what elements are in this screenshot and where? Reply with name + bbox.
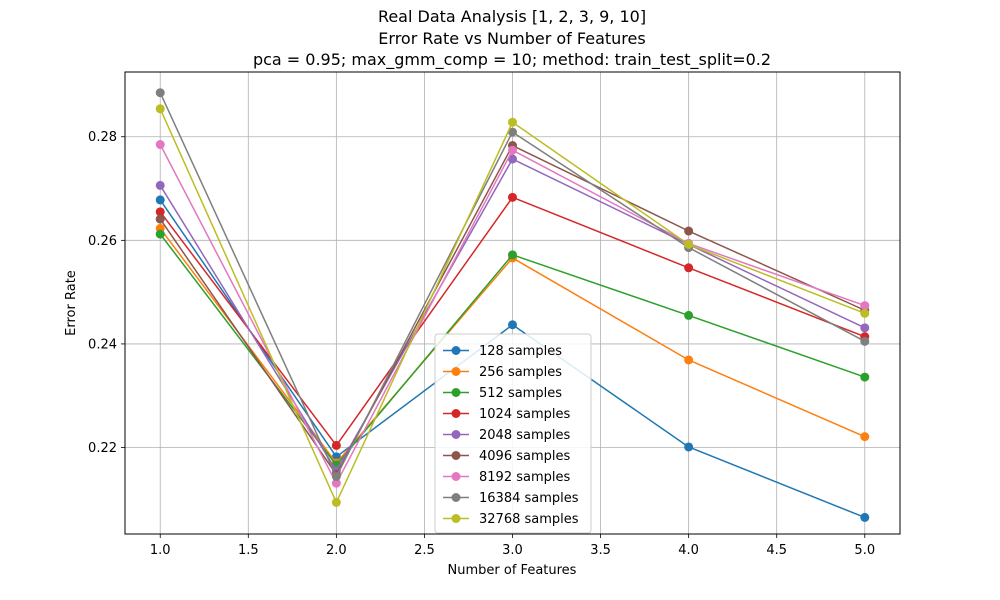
x-tick-label: 1.0 xyxy=(150,543,171,558)
data-point xyxy=(860,323,870,333)
legend-marker xyxy=(451,514,461,523)
legend-item: 512 samples xyxy=(443,386,562,401)
legend-item: 32768 samples xyxy=(443,512,579,527)
y-axis-label: Error Rate xyxy=(64,270,79,336)
series-9 xyxy=(155,104,870,507)
legend-item: 256 samples xyxy=(443,365,562,380)
legend: 128 samples 256 samples 512 samples 1024 sa… xyxy=(434,333,592,534)
data-point xyxy=(860,301,870,311)
data-point xyxy=(331,440,341,450)
legend-marker xyxy=(451,472,461,481)
legend-label: 128 samples xyxy=(479,344,562,359)
legend-marker xyxy=(451,346,461,355)
legend-marker xyxy=(451,451,461,460)
data-point xyxy=(508,250,517,260)
x-tick-label: 5.0 xyxy=(854,543,875,558)
tick-marks: 1.0 1.5 2.0 2.5 3.0 3.5 4.0 4.5 5.0 0.22 0.24 0.26 0… xyxy=(88,130,875,558)
x-tick-label: 3.5 xyxy=(590,543,611,558)
chart-title-line-1: Real Data Analysis [1, 2, 3, 9, 10] xyxy=(378,7,646,26)
legend-marker xyxy=(451,493,461,502)
legend-marker xyxy=(451,388,461,397)
legend-label: 32768 samples xyxy=(479,512,579,527)
legend-label: 1024 samples xyxy=(479,407,570,422)
legend-label: 512 samples xyxy=(479,386,562,401)
data-point xyxy=(860,432,870,442)
data-point xyxy=(508,117,517,127)
legend-label: 8192 samples xyxy=(479,470,570,485)
chart-title-line-2: Error Rate vs Number of Features xyxy=(378,29,645,48)
data-point xyxy=(508,127,517,137)
legend-label: 256 samples xyxy=(479,365,562,380)
legend-item: 8192 samples xyxy=(443,470,570,485)
data-point xyxy=(508,145,517,155)
legend-item: 4096 samples xyxy=(443,449,570,464)
legend-item: 128 samples xyxy=(443,344,562,359)
data-point xyxy=(155,214,165,224)
data-point xyxy=(860,372,870,382)
data-point xyxy=(155,180,165,190)
x-tick-label: 4.5 xyxy=(766,543,787,558)
data-point xyxy=(684,442,694,452)
y-tick-label: 0.28 xyxy=(88,130,117,145)
series-lines xyxy=(155,88,870,522)
data-point xyxy=(684,355,694,365)
x-tick-label: 2.5 xyxy=(414,543,435,558)
legend-label: 16384 samples xyxy=(479,491,579,506)
data-point xyxy=(684,263,694,273)
data-point xyxy=(155,229,165,239)
data-point xyxy=(331,497,341,507)
y-tick-label: 0.22 xyxy=(88,441,117,456)
data-point xyxy=(331,472,341,482)
x-tick-label: 2.0 xyxy=(326,543,347,558)
x-tick-label: 1.5 xyxy=(238,543,259,558)
data-point xyxy=(155,88,165,98)
legend-marker xyxy=(451,409,461,418)
data-point xyxy=(331,478,341,488)
legend-item: 1024 samples xyxy=(443,407,570,422)
data-point xyxy=(508,320,517,330)
legend-marker xyxy=(451,367,461,376)
x-tick-label: 4.0 xyxy=(678,543,699,558)
series-4 xyxy=(155,192,870,450)
data-point xyxy=(684,239,694,249)
data-point xyxy=(508,154,517,164)
data-point xyxy=(155,207,165,217)
x-axis-label: Number of Features xyxy=(448,563,577,578)
legend-item: 16384 samples xyxy=(443,491,579,506)
data-point xyxy=(860,308,870,318)
data-point xyxy=(155,195,165,205)
legend-label: 2048 samples xyxy=(479,428,570,443)
data-point xyxy=(155,104,165,114)
data-point xyxy=(860,512,870,522)
legend-box xyxy=(434,333,592,534)
chart-title-line-3: pca = 0.95; max_gmm_comp = 10; method: t… xyxy=(253,50,771,70)
data-point xyxy=(684,310,694,320)
data-point xyxy=(860,336,870,346)
data-point xyxy=(155,140,165,150)
legend-marker xyxy=(451,430,461,439)
legend-label: 4096 samples xyxy=(479,449,570,464)
y-tick-label: 0.26 xyxy=(88,234,117,249)
data-point xyxy=(508,192,517,202)
y-tick-label: 0.24 xyxy=(88,337,117,352)
data-point xyxy=(684,226,694,236)
x-tick-label: 3.0 xyxy=(502,543,523,558)
legend-item: 2048 samples xyxy=(443,428,570,443)
